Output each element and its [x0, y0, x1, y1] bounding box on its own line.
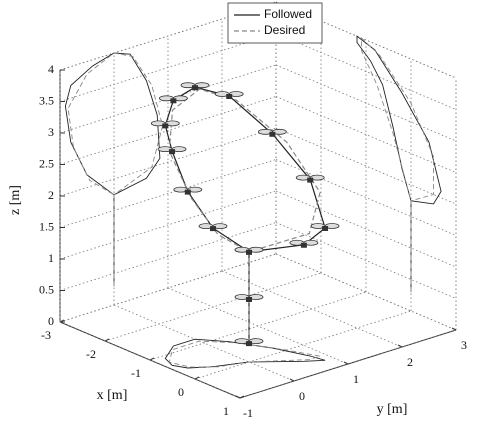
z-tick-label: 0	[48, 314, 54, 328]
grid-line	[195, 311, 411, 379]
chart: z [m] x [m] y [m] 0 0.5 1 1.5 2 2.5 3 3.5 4 -3 -2 -…	[0, 0, 478, 428]
trajectory-line	[165, 87, 325, 343]
z-tick-label: 0.5	[39, 282, 54, 296]
tick-mark	[195, 377, 199, 379]
z-tick-label: 1.5	[39, 219, 54, 233]
trajectory-line	[169, 89, 320, 343]
body	[246, 250, 252, 255]
z-tick-label: 2.5	[39, 156, 54, 170]
quadrotor-marker	[199, 224, 227, 232]
z-tick-label: 4	[48, 62, 54, 76]
projection-line	[357, 36, 441, 292]
quadrotor-marker	[158, 147, 186, 155]
quadrotor-marker	[215, 92, 243, 100]
y-tick-label: 0	[299, 389, 305, 403]
x-tick-label: -1	[131, 366, 141, 380]
tick-mark	[105, 339, 109, 341]
body	[307, 178, 313, 183]
body	[210, 226, 216, 231]
quadrotor-marker	[174, 187, 202, 195]
body	[301, 243, 307, 248]
y-tick-label: 1	[353, 372, 359, 386]
legend-label: Desired	[264, 23, 305, 37]
z-tick-label: 3	[48, 125, 54, 139]
grid-line	[60, 223, 276, 291]
z-tick-label: 3.5	[39, 93, 54, 107]
x-axis-label: x [m]	[97, 388, 128, 403]
tick-mark	[150, 358, 154, 360]
y-axis-label: y [m]	[377, 402, 408, 417]
tick-mark	[398, 345, 402, 347]
body	[246, 341, 252, 346]
body	[162, 123, 168, 128]
tick-mark	[290, 379, 294, 381]
body	[246, 297, 252, 302]
grid-line	[60, 160, 276, 228]
body	[226, 94, 232, 99]
z-tick-label: 2	[48, 188, 54, 202]
quadrotor-marker	[159, 96, 187, 104]
grid-line	[60, 128, 276, 196]
projection-line	[362, 38, 434, 292]
tick-mark	[452, 328, 456, 330]
x-tick-label: -3	[41, 328, 51, 342]
z-axis-label: z [m]	[8, 185, 23, 215]
body	[170, 98, 176, 103]
z-tick-label: 1	[48, 251, 54, 265]
body	[185, 190, 191, 195]
body	[169, 149, 175, 154]
quadrotor-marker	[235, 247, 263, 255]
legend-label: Followed	[264, 7, 312, 21]
projection-line	[65, 53, 159, 286]
x-tick-label: -2	[86, 347, 96, 361]
grid-line	[150, 292, 366, 360]
quadrotor-marker	[151, 121, 179, 128]
body	[192, 85, 198, 90]
body	[322, 226, 328, 231]
quadrotor-marker	[311, 223, 339, 231]
x-tick-label: 0	[178, 385, 184, 399]
y-tick-label: 2	[407, 355, 413, 369]
body	[269, 132, 275, 137]
quadrotor-marker	[181, 83, 209, 91]
quadrotor-marker	[296, 175, 324, 183]
y-tick-label: -1	[243, 406, 253, 420]
page: z [m] x [m] y [m] 0 0.5 1 1.5 2 2.5 3 3.5 4 -3 -2 -…	[0, 0, 478, 428]
y-tick-label: 3	[461, 338, 467, 352]
tick-mark	[344, 362, 348, 364]
x-tick-label: 1	[223, 404, 229, 418]
